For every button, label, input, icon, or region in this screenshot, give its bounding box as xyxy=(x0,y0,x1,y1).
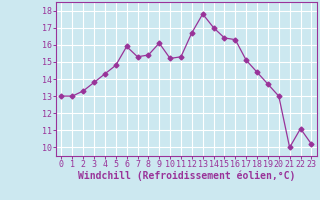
X-axis label: Windchill (Refroidissement éolien,°C): Windchill (Refroidissement éolien,°C) xyxy=(78,171,295,181)
